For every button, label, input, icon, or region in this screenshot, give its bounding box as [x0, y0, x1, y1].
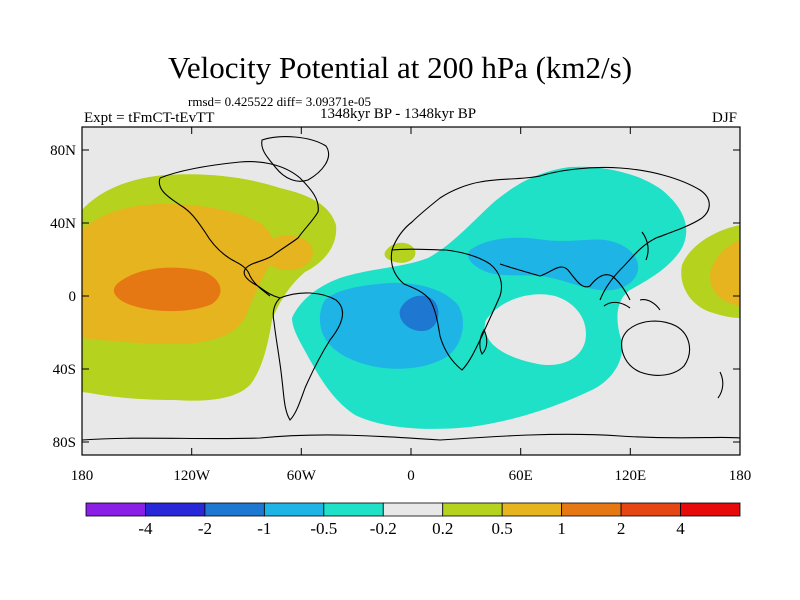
lat-axis: 80N 40N 0 40S 80S [50, 143, 740, 451]
field-contour-pos-mid-gulf [261, 235, 313, 271]
colorbar-label: 1 [557, 519, 566, 538]
colorbar-swatch [145, 502, 206, 517]
coastline-maritime [603, 299, 661, 311]
lon-tick-label: 120E [614, 468, 646, 484]
colorbar-label: -1 [257, 519, 271, 538]
field-contour-neg-strong-africa [399, 295, 439, 332]
colorbar-swatch [680, 502, 741, 517]
colorbar-swatch [501, 502, 563, 517]
colorbar-label: 2 [617, 519, 626, 538]
colorbar-label: -0.5 [310, 519, 337, 538]
lon-tick-label: 120W [173, 468, 211, 484]
field-contour-neutral-indian-ocean [484, 294, 586, 366]
coastlines [82, 136, 740, 441]
colorbar-label: 0.5 [492, 519, 513, 538]
coastline-japan [641, 231, 649, 261]
colorbar-swatch [323, 502, 384, 517]
colorbar: -4 -2 -1 -0.5 -0.2 0.2 0.5 1 2 4 [85, 502, 741, 538]
colorbar-label: -0.2 [370, 519, 397, 538]
lon-tick-label: 60W [287, 468, 317, 484]
map-title: Velocity Potential at 200 hPa (km2/s) [167, 50, 633, 85]
colorbar-swatch [561, 502, 622, 517]
lat-tick-label: 0 [69, 289, 77, 305]
coastline-madagascar [479, 328, 488, 355]
field-contour-pos-mid-east [710, 240, 740, 306]
coastline-australia [621, 320, 691, 376]
field-contour-neg-mid-asia [468, 237, 639, 291]
colorbar-swatch [620, 502, 681, 517]
colorbar-label: 4 [676, 519, 685, 538]
stats-text: rmsd= 0.425522 diff= 3.09371e-05 [188, 94, 372, 109]
field-contour-pos-strong-pacific [113, 267, 221, 312]
colorbar-swatch [442, 502, 503, 517]
lon-tick-label: 180 [71, 468, 94, 484]
experiment-label: Expt = tFmCT-tEvTT [84, 110, 215, 126]
coastline-africa [390, 248, 503, 371]
lon-tick-label: 60E [509, 468, 533, 484]
colorbar-swatch [382, 502, 444, 517]
lon-axis: 180 120W 60W 0 60E 120E 180 [71, 127, 752, 484]
colorbar-label: 0.2 [432, 519, 453, 538]
coastline-asia [499, 263, 631, 301]
map-plot-area [82, 127, 740, 455]
lat-tick-label: 40S [53, 362, 76, 378]
lat-tick-label: 80N [50, 143, 76, 159]
colorbar-label: -2 [198, 519, 212, 538]
season-label: DJF [712, 110, 738, 126]
period-label: 1348kyr BP - 1348kyr BP [320, 106, 477, 122]
colorbar-label: -4 [138, 519, 153, 538]
colorbar-swatch [85, 502, 146, 517]
coastline-north-america [158, 161, 319, 299]
coastline-greenland [261, 136, 330, 182]
coastline-south-america [272, 292, 344, 421]
colorbar-swatch [204, 502, 265, 517]
coastline-new-zealand [717, 371, 724, 399]
lat-tick-label: 80S [53, 435, 76, 451]
coastline-antarctica [82, 433, 740, 441]
lon-tick-label: 0 [407, 468, 415, 484]
lat-tick-label: 40N [50, 216, 76, 232]
colorbar-swatch [263, 502, 325, 517]
lon-tick-label: 180 [729, 468, 752, 484]
